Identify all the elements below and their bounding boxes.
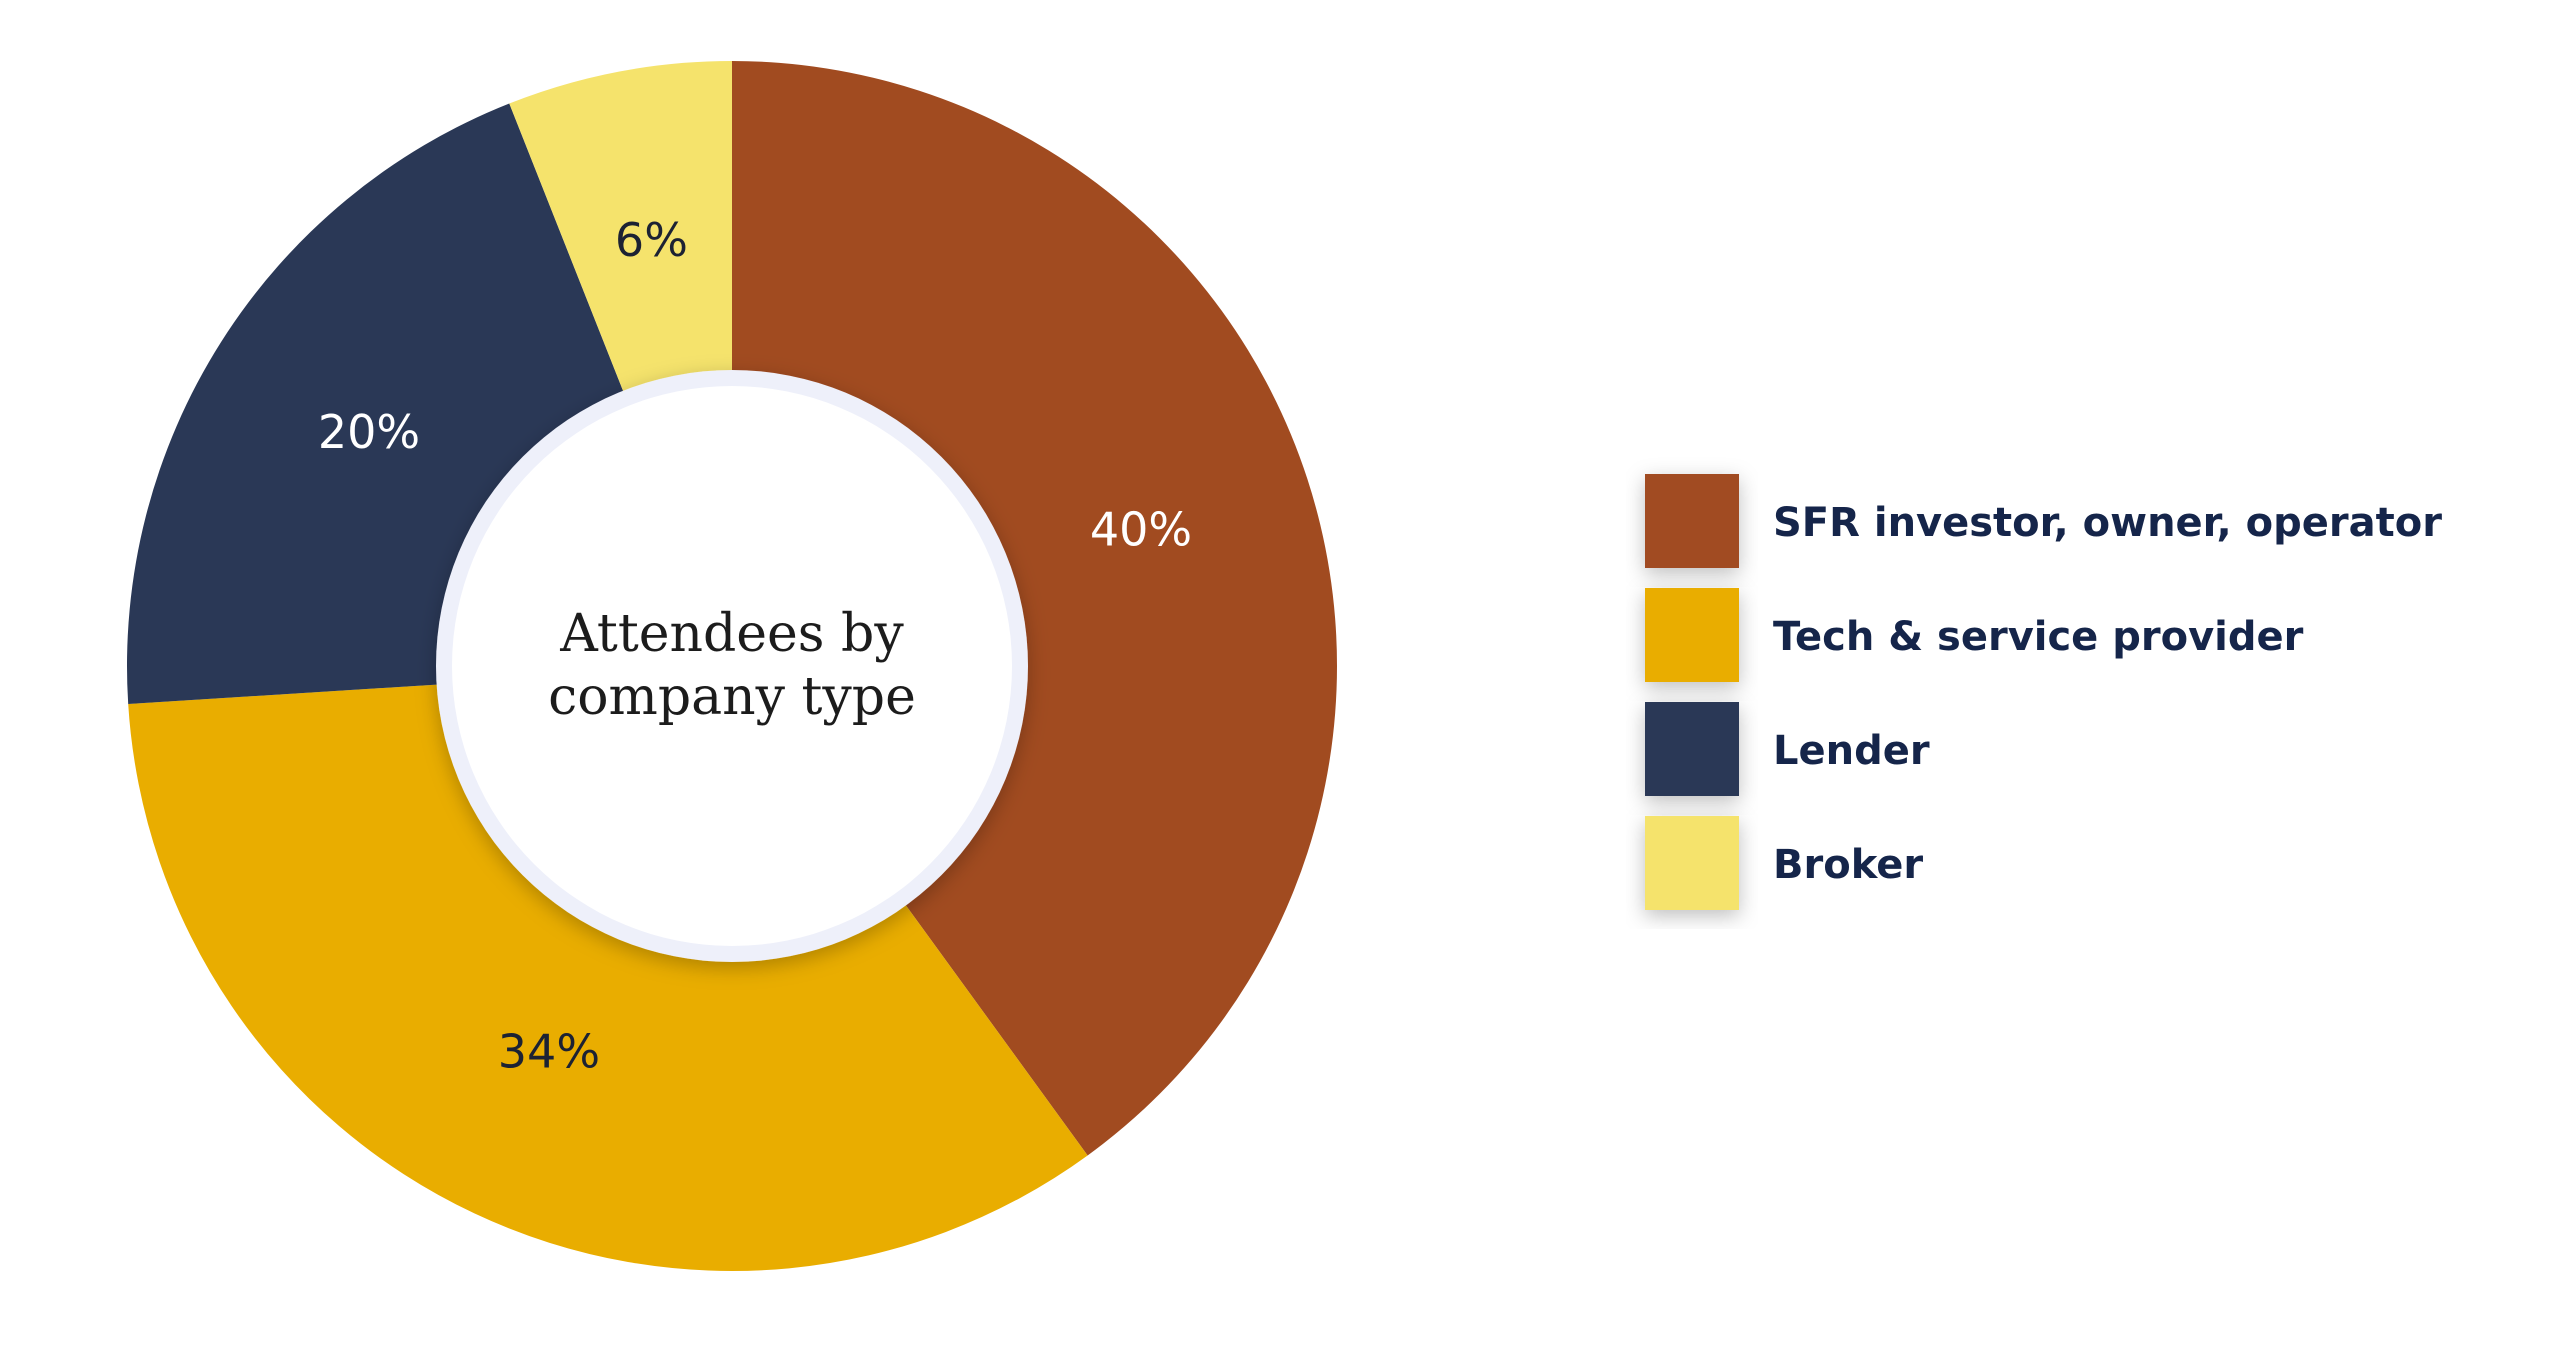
value-label: 34% — [498, 1025, 600, 1079]
slice — [509, 61, 732, 397]
value-label: 40% — [1090, 503, 1192, 557]
slice — [127, 103, 626, 704]
legend-swatch — [1645, 474, 1739, 568]
legend-label: Tech & service provider — [1773, 614, 2304, 660]
legend: SFR investor, owner, operator Tech & serv… — [1645, 474, 2442, 910]
slice — [128, 684, 1088, 1272]
legend-label: Lender — [1773, 728, 1930, 774]
chart-title: Attendees by company type — [548, 603, 916, 727]
legend-swatch — [1645, 702, 1739, 796]
legend-swatch — [1645, 588, 1739, 682]
legend-label: SFR investor, owner, operator — [1773, 500, 2442, 546]
center-hole — [452, 386, 1012, 946]
value-labels: 40% 34% 20% 6% — [318, 213, 1192, 1078]
value-label: 20% — [318, 405, 420, 459]
slices — [127, 61, 1338, 1272]
legend-label: Broker — [1773, 842, 1923, 888]
legend-swatch — [1645, 816, 1739, 910]
slice — [732, 61, 1338, 1156]
value-label: 6% — [615, 213, 688, 267]
